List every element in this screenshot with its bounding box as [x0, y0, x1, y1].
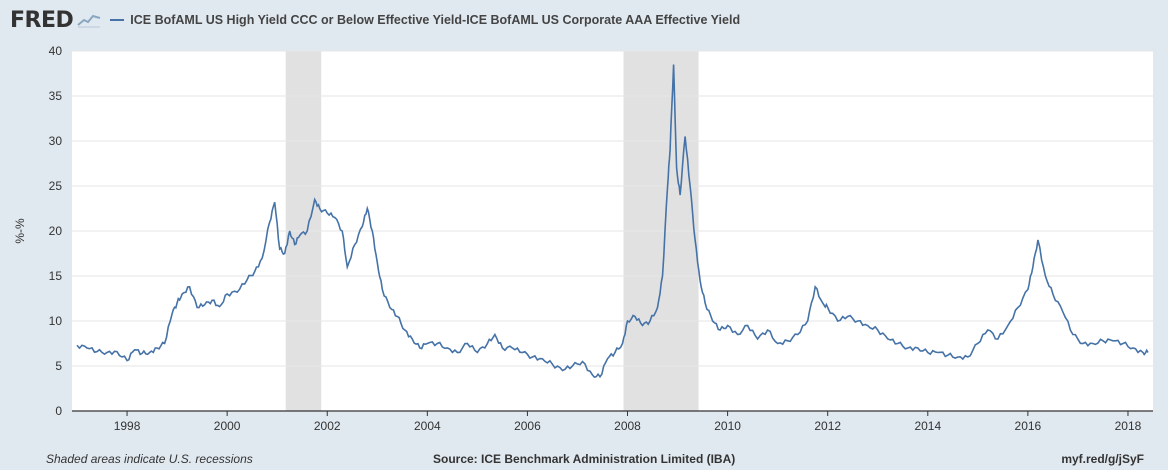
y-tick-35: 35	[49, 89, 63, 103]
legend: ICE BofAML US High Yield CCC or Below Ef…	[110, 13, 740, 27]
x-tick-1998: 1998	[114, 419, 141, 433]
legend-label[interactable]: ICE BofAML US High Yield CCC or Below Ef…	[130, 13, 741, 27]
y-tick-0: 0	[55, 404, 62, 418]
x-tick-labels: 1998 2000 2002 2004 2006 2008 2010 2012 2014 2016…	[114, 411, 1142, 433]
x-tick-2004: 2004	[414, 419, 441, 433]
legend-line-swatch	[110, 19, 125, 21]
x-tick-2014: 2014	[914, 419, 941, 433]
fred-logo[interactable]: FRED	[10, 7, 74, 33]
x-tick-2000: 2000	[214, 419, 241, 433]
y-tick-40: 40	[49, 44, 63, 58]
y-tick-30: 30	[49, 134, 63, 148]
y-tick-5: 5	[55, 359, 62, 373]
y-tick-10: 10	[49, 314, 63, 328]
y-tick-labels: 0 5 10 15 20 25 30 35 40	[49, 44, 63, 418]
x-tick-2012: 2012	[814, 419, 841, 433]
y-axis-label: %-%	[13, 218, 27, 244]
short-link[interactable]: myf.red/g/jSyF	[1061, 452, 1144, 466]
gridlines	[72, 50, 1153, 412]
y-tick-25: 25	[49, 179, 63, 193]
x-tick-2010: 2010	[714, 419, 741, 433]
x-tick-2006: 2006	[514, 419, 541, 433]
x-tick-2018: 2018	[1115, 419, 1142, 433]
x-tick-2016: 2016	[1015, 419, 1042, 433]
y-tick-20: 20	[49, 224, 63, 238]
source-text: Source: ICE Benchmark Administration Lim…	[433, 452, 736, 466]
recession-note: Shaded areas indicate U.S. recessions	[46, 452, 253, 466]
chart: 0 5 10 15 20 25 30 35 40 1998 2000 2002 2004 2006 200…	[13, 44, 1153, 433]
x-tick-2002: 2002	[314, 419, 341, 433]
y-tick-15: 15	[49, 269, 63, 283]
x-tick-2008: 2008	[614, 419, 641, 433]
logo-graph-icon	[76, 12, 103, 28]
series-line	[76, 64, 1149, 379]
chart-header: FRED ICE BofAML US High Yield CCC or Bel…	[10, 6, 740, 34]
